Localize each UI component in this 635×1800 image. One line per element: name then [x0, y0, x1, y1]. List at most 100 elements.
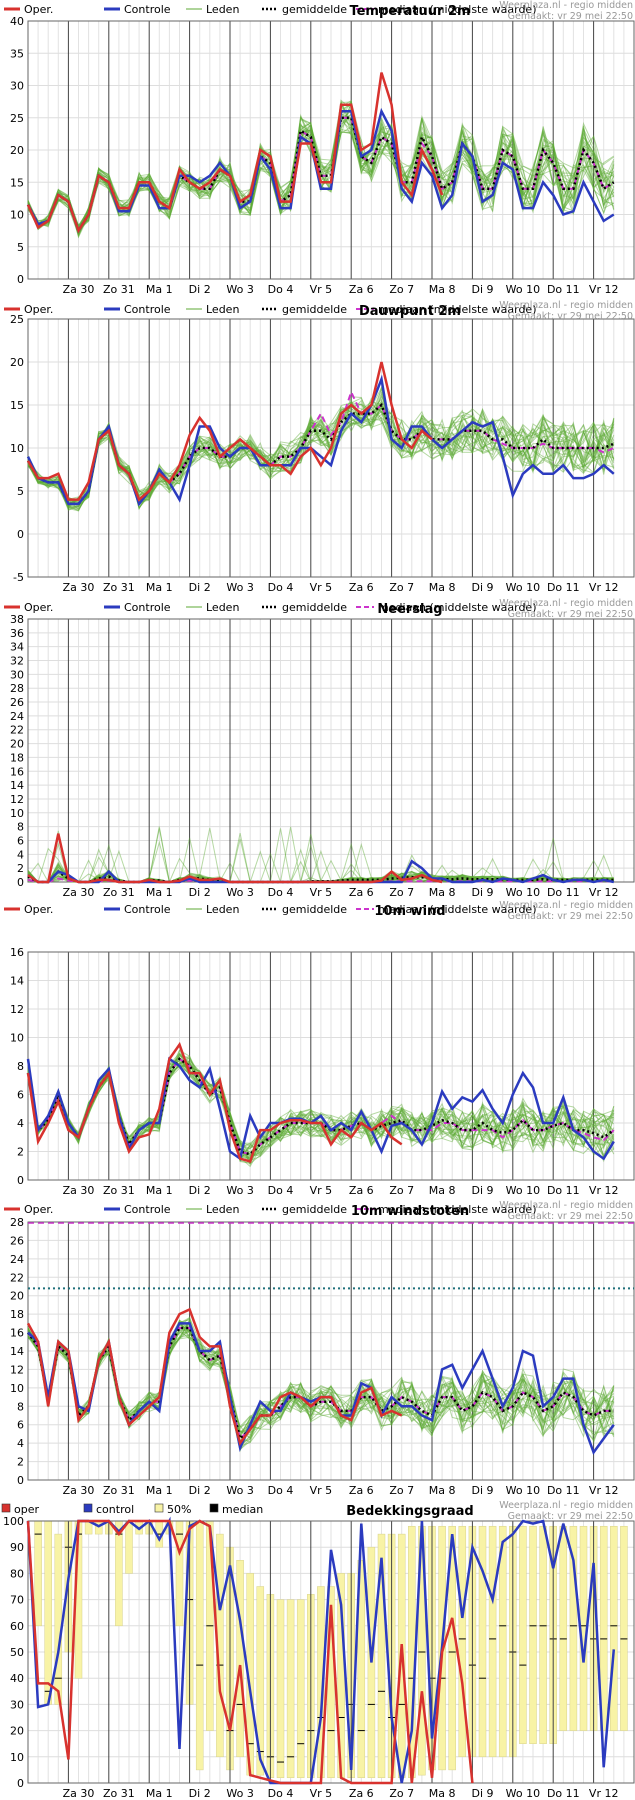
band-bar: [458, 1525, 467, 1758]
y-tick-label: 32: [10, 655, 24, 668]
legend-label: mediaan (middelste waarde): [378, 903, 536, 916]
member-line: [27, 1319, 615, 1451]
y-tick-label: 10: [10, 209, 24, 222]
y-tick-label: 35: [10, 47, 24, 60]
oper-line: [26, 1307, 403, 1446]
legend-label: Controle: [124, 601, 171, 614]
member-line: [27, 395, 615, 505]
x-tick-label: Di 9: [471, 1484, 493, 1497]
x-tick-label: Za 30: [63, 283, 95, 296]
chart-1: 0 5 10 15 20 25 30 35 40 Za 30 Zo 31 Ma 1 Di 2 Wo 3 Do…: [4, 0, 635, 296]
y-tick-label: 26: [10, 696, 24, 709]
legend-label: mediaan (middelste waarde): [378, 303, 536, 316]
y-tick-label: 28: [10, 682, 24, 695]
legend-label: Controle: [124, 1203, 171, 1216]
member-line: [27, 1328, 615, 1438]
chart-title: Dauwpunt 2m: [359, 304, 461, 319]
member-line: [27, 1328, 615, 1436]
y-tick-label: 26: [10, 1234, 24, 1247]
band-bar: [498, 1525, 507, 1758]
legend-label: median: [222, 1503, 263, 1516]
y-tick-label: 20: [10, 738, 24, 751]
source-label: Weerplaza.nl - regio midden: [499, 598, 633, 609]
x-tick-label: Vr 5: [310, 1484, 333, 1497]
band-bar: [115, 1520, 123, 1627]
x-tick-label: Vr 12: [589, 1787, 619, 1800]
member-line: [27, 402, 614, 504]
x-tick-label: Zo 7: [389, 1484, 414, 1497]
x-tick-label: Do 11: [547, 1484, 580, 1497]
member-line: [27, 1323, 615, 1437]
band-bar: [54, 1533, 63, 1705]
y-tick-label: 30: [10, 1698, 24, 1711]
y-tick-label: 20: [10, 1290, 24, 1303]
legend-label: Controle: [124, 3, 171, 16]
member-line: [27, 412, 615, 511]
y-tick-label: 2: [17, 1456, 24, 1469]
member-line: [27, 109, 615, 227]
y-tick-label: 36: [10, 627, 24, 640]
y-tick-label: 0: [17, 273, 24, 286]
band-bar: [286, 1599, 295, 1779]
y-tick-label: 18: [10, 1308, 24, 1321]
x-tick-label: Wo 10: [506, 886, 540, 899]
x-tick-label: Ma 8: [429, 1484, 456, 1497]
x-tick-label: Za 6: [349, 581, 374, 594]
oper-line: [26, 1041, 403, 1164]
y-tick-label: 20: [10, 356, 24, 369]
x-tick-label: Wo 10: [506, 1184, 540, 1197]
legend-label: gemiddelde: [282, 903, 347, 916]
x-tick-label: Za 6: [349, 886, 374, 899]
x-tick-label: Do 4: [268, 283, 294, 296]
legend-swatch: [1, 1503, 11, 1513]
y-tick-label: 10: [10, 1382, 24, 1395]
x-tick-label: Zo 7: [389, 886, 414, 899]
member-line: [27, 99, 615, 227]
y-tick-label: 0: [17, 528, 24, 541]
band-bar: [610, 1525, 618, 1731]
x-tick-label: Za 6: [349, 283, 374, 296]
y-tick-label: 20: [10, 144, 24, 157]
member-line: [27, 399, 615, 508]
legend-label: mediaan (middelste waarde): [378, 1203, 536, 1216]
x-tick-label: Za 30: [63, 1184, 95, 1197]
band-bar: [529, 1525, 537, 1744]
made-label: Gemaakt: vr 29 mei 22:50: [508, 911, 633, 922]
legend-label: Leden: [206, 903, 239, 916]
oper-line: [26, 72, 444, 234]
made-label: Gemaakt: vr 29 mei 22:50: [508, 609, 633, 620]
y-tick-label: 38: [10, 613, 24, 626]
y-tick-label: 16: [10, 946, 24, 959]
y-tick-label: 70: [10, 1594, 24, 1607]
x-tick-label: Ma 1: [146, 886, 173, 899]
legend-label: gemiddelde: [282, 3, 347, 16]
x-tick-label: Wo 3: [226, 1484, 253, 1497]
y-tick-label: 28: [10, 1216, 24, 1229]
member-line: [27, 403, 615, 510]
x-tick-label: Za 6: [349, 1184, 374, 1197]
y-tick-label: 100: [3, 1515, 24, 1528]
y-tick-label: 25: [10, 112, 24, 125]
y-tick-label: 40: [10, 1672, 24, 1685]
y-tick-label: 80: [10, 1567, 24, 1580]
legend-label: gemiddelde: [282, 1203, 347, 1216]
member-line: [27, 1318, 615, 1444]
y-tick-label: 15: [10, 399, 24, 412]
y-tick-label: 24: [10, 1253, 24, 1266]
member-line: [27, 399, 615, 505]
x-tick-label: Zo 31: [103, 581, 135, 594]
x-tick-label: Vr 5: [310, 283, 333, 296]
source-label: Weerplaza.nl - regio midden: [499, 1200, 633, 1211]
legend-label: Oper.: [24, 3, 53, 16]
member-line: [27, 1327, 614, 1451]
x-tick-label: Wo 10: [506, 581, 540, 594]
y-tick-label: 14: [10, 1345, 24, 1358]
member-line: [27, 398, 615, 511]
chart-title: 10m wind: [374, 904, 445, 919]
y-tick-label: 4: [17, 1437, 24, 1450]
x-tick-label: Wo 3: [226, 886, 253, 899]
y-tick-label: 10: [10, 807, 24, 820]
chart-4: 0 2 4 6 8 10 12 14 16 Za 30 Zo 31 Ma 1 Di 2 Wo 3 Do 4 V…: [4, 900, 635, 1197]
x-tick-label: Ma 8: [429, 283, 456, 296]
x-tick-label: Zo 31: [103, 1787, 135, 1800]
